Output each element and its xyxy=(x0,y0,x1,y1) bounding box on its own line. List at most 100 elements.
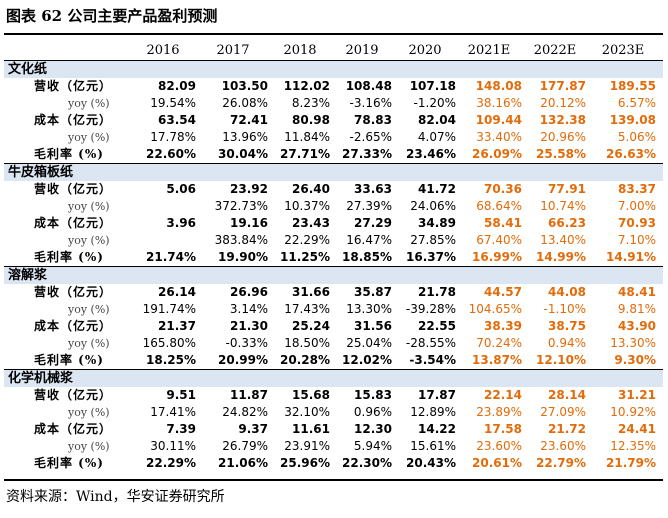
table-row: 成本（亿元） 21.37 21.30 25.24 31.56 22.55 38.39 38.7… xyxy=(4,318,663,335)
row-label: yoy (%) xyxy=(68,234,110,247)
forecast-value-cell: 27.09% xyxy=(540,405,586,419)
value-cell: 21.06% xyxy=(218,456,268,470)
forecast-value-cell: 9.81% xyxy=(617,302,656,316)
value-cell: 11.87 xyxy=(230,388,268,402)
value-cell: 19.54% xyxy=(150,96,196,110)
forecast-value-cell: 38.75 xyxy=(548,319,586,333)
table-row: yoy (%) 383.84% 22.29% 16.47% 27.85% 67.40% 13… xyxy=(4,232,663,249)
value-cell: 19.90% xyxy=(218,250,268,264)
section-header-row: 溶解浆 xyxy=(4,266,663,284)
value-cell: -3.16% xyxy=(349,96,392,110)
forecast-value-cell: 28.14 xyxy=(548,388,586,402)
value-cell: 19.16 xyxy=(230,216,268,230)
value-cell: 16.37% xyxy=(406,250,456,264)
row-label: 成本（亿元） xyxy=(34,319,113,333)
value-cell: 372.73% xyxy=(214,199,268,213)
value-cell: -39.28% xyxy=(405,302,456,316)
value-cell: 30.04% xyxy=(218,147,268,161)
forecast-value-cell: 23.60% xyxy=(540,439,586,453)
row-label: yoy (%) xyxy=(68,97,110,110)
row-label: yoy (%) xyxy=(68,131,110,144)
forecast-value-cell: 83.37 xyxy=(618,182,656,196)
value-cell: 3.14% xyxy=(229,302,268,316)
value-cell: 11.61 xyxy=(292,422,330,436)
forecast-value-cell: 10.92% xyxy=(610,405,656,419)
value-cell: 14.22 xyxy=(418,422,456,436)
forecast-value-cell: 23.89% xyxy=(476,405,522,419)
value-cell: 17.87 xyxy=(418,388,456,402)
forecast-value-cell: 6.57% xyxy=(617,96,656,110)
row-label: yoy (%) xyxy=(68,406,110,419)
value-cell: 35.87 xyxy=(354,285,392,299)
forecast-value-cell: 177.87 xyxy=(539,79,586,93)
value-cell: -2.65% xyxy=(349,130,392,144)
year-header: 2020 xyxy=(408,43,442,58)
year-header: 2021E xyxy=(467,43,511,58)
row-label: 营收（亿元） xyxy=(34,182,113,196)
forecast-value-cell: 22.14 xyxy=(484,388,522,402)
forecast-value-cell: 189.55 xyxy=(609,79,656,93)
forecast-value-cell: 44.57 xyxy=(484,285,522,299)
value-cell: 21.78 xyxy=(418,285,456,299)
value-cell: 63.54 xyxy=(158,113,196,127)
value-cell: 11.25% xyxy=(280,250,330,264)
forecast-value-cell: 70.24% xyxy=(476,336,522,350)
value-cell: 191.74% xyxy=(142,302,196,316)
value-cell: 72.41 xyxy=(230,113,268,127)
section-header-row: 化学机械浆 xyxy=(4,369,663,387)
value-cell: 80.98 xyxy=(292,113,330,127)
value-cell: 26.08% xyxy=(222,96,268,110)
value-cell: -28.55% xyxy=(405,336,456,350)
row-label: 成本（亿元） xyxy=(34,113,113,127)
table-row: 营收（亿元） 82.09 103.50 112.02 108.48 107.18 148.0… xyxy=(4,78,663,95)
section-name: 化学机械浆 xyxy=(8,371,74,386)
value-cell: 24.82% xyxy=(222,405,268,419)
year-header: 2023E xyxy=(601,43,645,58)
value-cell: -1.20% xyxy=(413,96,456,110)
table-row: yoy (%) 372.73% 10.37% 27.39% 24.06% 68.64% 10… xyxy=(4,198,663,215)
forecast-value-cell: 31.21 xyxy=(618,388,656,402)
forecast-value-cell: 23.60% xyxy=(476,439,522,453)
forecast-value-cell: 139.08 xyxy=(609,113,656,127)
value-cell: 383.84% xyxy=(214,233,268,247)
value-cell: 0.96% xyxy=(353,405,392,419)
forecast-value-cell: 38.16% xyxy=(476,96,522,110)
value-cell: 20.43% xyxy=(406,456,456,470)
value-cell: 25.04% xyxy=(346,336,392,350)
forecast-value-cell: 25.58% xyxy=(536,147,586,161)
forecast-value-cell: 44.08 xyxy=(548,285,586,299)
row-label: 毛利率 (%) xyxy=(34,147,104,161)
value-cell: 5.94% xyxy=(353,439,392,453)
section-name: 牛皮箱板纸 xyxy=(8,165,74,180)
forecast-value-cell: 12.35% xyxy=(610,439,656,453)
value-cell: 20.99% xyxy=(218,353,268,367)
table-row: 成本（亿元） 3.96 19.16 23.43 27.29 34.89 58.41 66.23… xyxy=(4,215,663,232)
table-row: 营收（亿元） 5.06 23.92 26.40 33.63 41.72 70.36 77.91… xyxy=(4,181,663,198)
forecast-value-cell: 13.87% xyxy=(472,353,522,367)
forecast-value-cell: 12.10% xyxy=(536,353,586,367)
forecast-value-cell: 0.94% xyxy=(547,336,586,350)
value-cell: 21.37 xyxy=(158,319,196,333)
row-label: 毛利率 (%) xyxy=(34,456,104,470)
row-label: yoy (%) xyxy=(68,440,110,453)
forecast-value-cell: 20.96% xyxy=(540,130,586,144)
value-cell: 15.83 xyxy=(354,388,392,402)
row-label: 营收（亿元） xyxy=(34,285,113,299)
forecast-value-cell: 14.99% xyxy=(536,250,586,264)
value-cell: 22.55 xyxy=(418,319,456,333)
forecast-value-cell: 70.36 xyxy=(484,182,522,196)
forecast-value-cell: 148.08 xyxy=(475,79,522,93)
year-header: 2018 xyxy=(283,43,317,58)
forecast-value-cell: 22.79% xyxy=(536,456,586,470)
value-cell: 18.50% xyxy=(284,336,330,350)
value-cell: 108.48 xyxy=(345,79,392,93)
value-cell: 31.66 xyxy=(292,285,330,299)
year-header: 2022E xyxy=(533,43,577,58)
row-label: 成本（亿元） xyxy=(34,422,113,436)
forecast-value-cell: 9.30% xyxy=(614,353,656,367)
forecast-value-cell: 38.39 xyxy=(484,319,522,333)
section-name: 溶解浆 xyxy=(8,268,48,283)
forecast-value-cell: 26.09% xyxy=(472,147,522,161)
forecast-value-cell: 10.74% xyxy=(540,199,586,213)
table-row: 营收（亿元） 26.14 26.96 31.66 35.87 21.78 44.57 44.0… xyxy=(4,284,663,301)
